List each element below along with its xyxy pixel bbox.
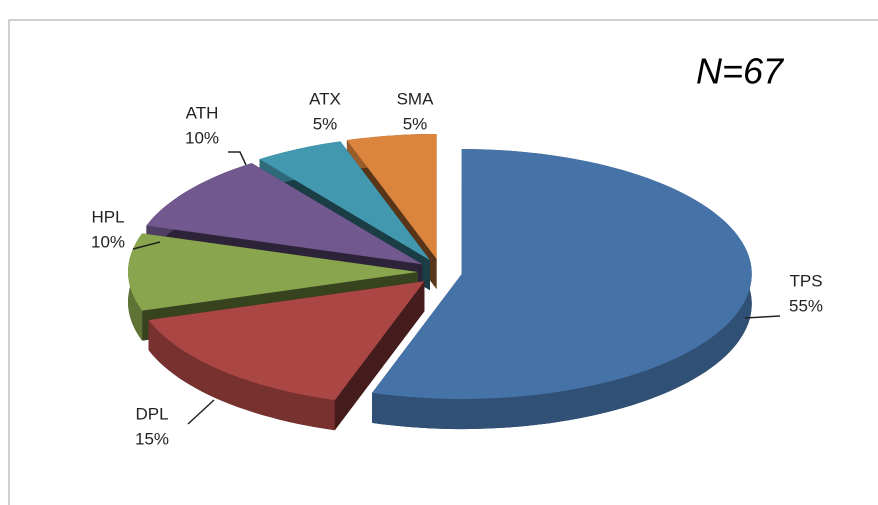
slice — [346, 134, 437, 259]
category-label: TPS — [789, 271, 822, 290]
slice — [148, 281, 425, 401]
value-label: 10% — [91, 232, 125, 251]
category-label: SMA — [397, 89, 435, 108]
category-label: HPL — [91, 207, 124, 226]
leader-line — [228, 151, 247, 166]
leader-line — [187, 399, 215, 425]
leader-line — [132, 241, 161, 250]
value-label: 5% — [403, 114, 428, 133]
category-label: ATH — [186, 103, 219, 122]
slice — [146, 163, 423, 265]
slice-wall — [148, 320, 335, 431]
slice-wall — [372, 149, 752, 430]
slice — [372, 149, 752, 400]
slice-edge — [334, 281, 425, 431]
slice — [259, 141, 430, 261]
value-label: 15% — [135, 429, 169, 448]
category-label: DPL — [135, 404, 168, 423]
value-label: 5% — [313, 114, 338, 133]
frame — [8, 19, 878, 505]
value-label: 55% — [789, 296, 823, 315]
category-label: ATX — [309, 89, 341, 108]
leader-line — [744, 315, 781, 319]
annotation: N=67 — [696, 51, 785, 92]
value-label: 10% — [185, 128, 219, 147]
slice — [128, 233, 418, 311]
pie — [128, 134, 752, 431]
